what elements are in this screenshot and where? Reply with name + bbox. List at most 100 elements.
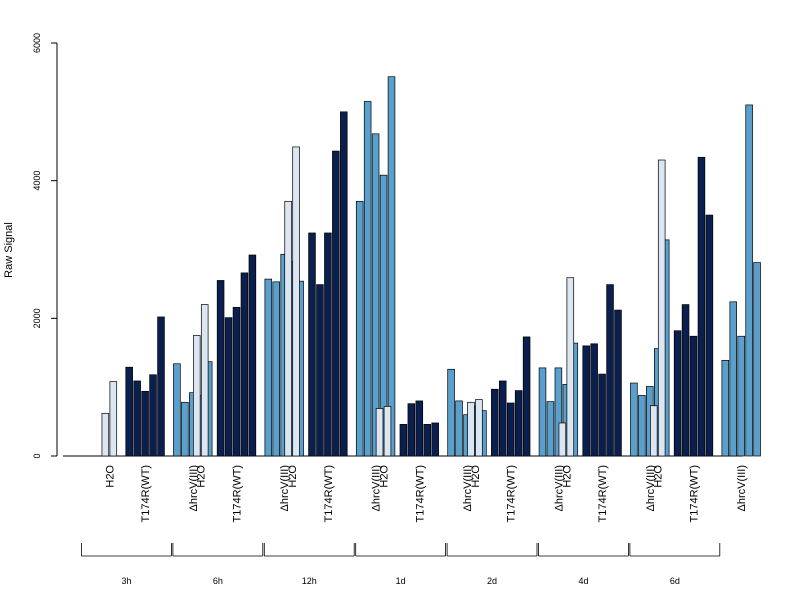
bar [272,281,281,457]
bar [546,401,555,457]
y-tick-label: 6000 [32,33,42,53]
group-label: T174R(WT) [506,465,518,522]
y-tick-label: 4000 [32,171,42,191]
group-label: H2O [653,465,665,488]
bar [558,422,567,457]
bar [292,146,300,457]
bar [538,367,547,457]
group-label: T174R(WT) [414,465,426,522]
bar [415,400,424,457]
bar [224,317,233,457]
bar [614,309,622,457]
bar [387,76,396,457]
timepoint-label: 4d [578,576,588,586]
bar [324,232,332,457]
bar [566,277,575,457]
label-layer: H2O T174R(WT) ΔhrcV(III) 3h H2O T174R(WT) Δhrc… [81,465,748,586]
bar [721,359,730,457]
bar [447,368,455,457]
bar [383,406,392,457]
bar [522,336,531,457]
bar [657,159,666,457]
bar [753,262,761,457]
bar [598,373,606,457]
bar [689,335,698,457]
group-label: ΔhrcV(III) [736,465,748,511]
bar [745,104,753,457]
bar [506,402,515,457]
bar [399,423,408,457]
bar [514,390,523,457]
bar [125,366,133,457]
bar [423,423,432,457]
bar [705,214,714,457]
bar [491,388,499,457]
timepoint-label: 6d [670,576,680,586]
bar [109,381,118,457]
bar [332,150,340,457]
bar [240,272,249,457]
timepoint-label: 2d [487,576,497,586]
group-label: ΔhrcV(III) [371,465,383,511]
bar [499,380,507,457]
timepoint-label: 1d [396,576,406,586]
bar [455,400,463,457]
group-label: ΔhrcV(III) [645,465,657,511]
group-label: T174R(WT) [597,465,609,522]
group-label: H2O [561,465,573,488]
bar [355,200,364,457]
bar [737,335,745,457]
bar [379,174,388,457]
y-axis-label: Raw Signal [3,222,15,278]
bar [141,390,149,457]
bar [133,380,141,457]
bar [316,284,324,457]
group-label: T174R(WT) [689,465,701,522]
bar [681,304,690,457]
bar [193,335,201,457]
bar [467,401,475,457]
group-label: H2O [470,465,482,488]
timepoint-label: 12h [302,576,317,586]
bar [697,156,706,457]
bar [375,408,384,457]
bar [173,363,181,457]
bar [649,405,658,457]
group-label: H2O [379,465,391,488]
bar [407,403,416,457]
bar [673,330,682,457]
bar-layer [101,76,761,457]
y-tick-label: 2000 [32,308,42,328]
bar [216,280,225,457]
bar [149,374,157,457]
bar [232,306,241,457]
group-label: T174R(WT) [323,465,335,522]
group-label: ΔhrcV(III) [462,465,474,511]
group-label: H2O [196,465,208,488]
bar [200,304,209,457]
bar [101,412,110,457]
group-label: H2O [287,465,299,488]
bar [475,399,483,457]
bar [371,133,380,457]
bar [248,254,257,457]
timepoint-label: 6h [213,576,223,586]
bar [638,395,646,457]
bar [284,200,292,457]
group-label: ΔhrcV(III) [553,465,565,511]
bar [363,101,372,457]
bar [590,343,598,457]
bar [630,382,638,457]
group-label: H2O [104,465,116,488]
group-label: ΔhrcV(III) [188,465,200,511]
bar [606,284,614,457]
bar [729,301,737,457]
group-label: ΔhrcV(III) [279,465,291,511]
timepoint-label: 3h [121,576,131,586]
group-label: T174R(WT) [232,465,244,522]
bar [554,367,563,457]
y-tick-label: 0 [32,453,42,458]
bar [340,111,348,457]
